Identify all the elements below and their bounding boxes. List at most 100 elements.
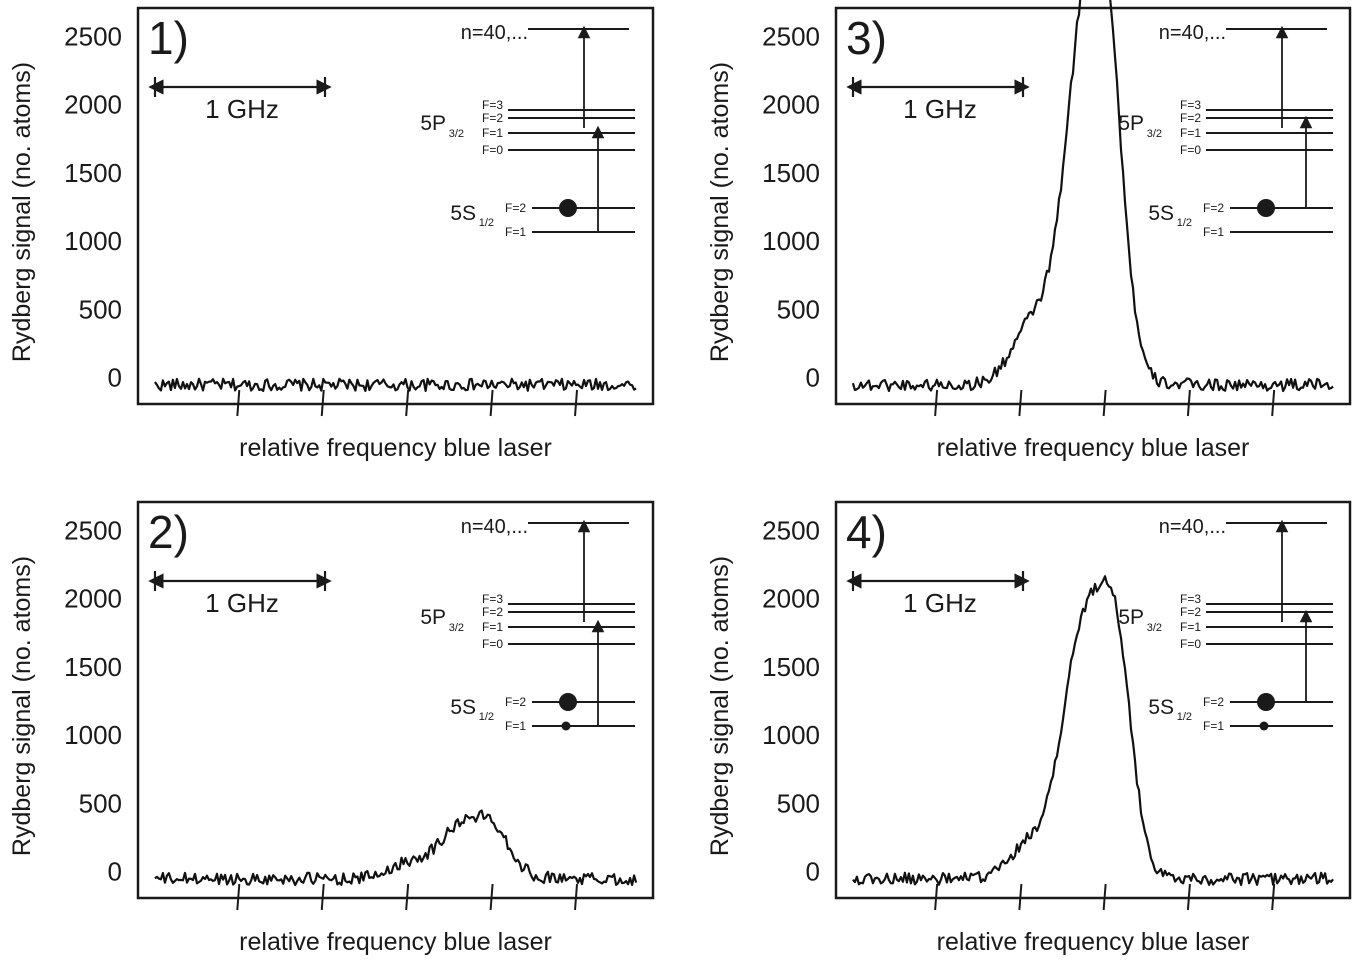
x-tick	[934, 883, 939, 911]
y-tick-label: 500	[777, 788, 820, 818]
plot-frame	[834, 6, 1352, 406]
y-tick-label: 0	[108, 857, 122, 887]
level-5p-f-label: F=1	[1180, 126, 1201, 140]
level-5s-f-label: F=1	[1203, 225, 1224, 239]
signal-trace	[851, 0, 1334, 393]
y-tick-label: 2000	[64, 90, 122, 120]
level-5p-f-label: F=3	[1180, 98, 1201, 112]
x-tick	[236, 389, 241, 417]
y-tick-label: 2500	[64, 515, 122, 545]
panel-label: 1)	[148, 12, 189, 64]
state-5s-label: 5S	[450, 202, 476, 225]
signal-trace	[852, 575, 1334, 887]
state-5p-sub: 3/2	[1147, 128, 1162, 140]
level-rydberg-label: n=40,...	[1159, 516, 1226, 538]
state-5s-sub: 1/2	[479, 711, 494, 723]
x-tick	[1271, 883, 1276, 911]
y-axis-label: Rydberg signal (no. atoms)	[706, 62, 734, 362]
panel-label: 4)	[846, 506, 887, 558]
panel-3: 0 500 1000 1500 2000 2500 Rydberg signal (no. …	[8, 500, 655, 956]
state-5s-label: 5S	[1148, 696, 1174, 719]
state-5p-label: 5P	[1118, 112, 1144, 135]
y-tick-label: 1500	[762, 652, 820, 682]
population-f2-dot	[1257, 199, 1275, 217]
level-5p-f-label: F=0	[1180, 637, 1201, 651]
state-5s-sub: 1/2	[1177, 217, 1192, 229]
population-f2-dot	[1257, 693, 1275, 711]
x-tick	[574, 389, 579, 417]
state-5p-sub: 3/2	[449, 128, 464, 140]
level-5p-f-label: F=3	[1180, 592, 1201, 606]
plot-frame	[136, 6, 655, 406]
state-5s-label: 5S	[1148, 202, 1174, 225]
level-rydberg-label: n=40,...	[461, 22, 528, 44]
y-tick-label: 0	[806, 363, 820, 393]
level-5s-f-label: F=2	[505, 201, 526, 215]
panel-label: 3)	[846, 12, 887, 64]
y-tick-label: 1000	[762, 226, 820, 256]
signal-trace	[154, 809, 638, 887]
state-5p-label: 5P	[420, 606, 446, 629]
x-tick	[405, 389, 410, 417]
x-tick	[1018, 883, 1023, 911]
x-tick	[1102, 389, 1107, 417]
x-tick	[320, 389, 325, 417]
scale-bar-label: 1 GHz	[903, 588, 977, 618]
x-axis-label: relative frequency blue laser	[937, 928, 1250, 956]
x-tick	[489, 389, 494, 417]
y-axis-label: Rydberg signal (no. atoms)	[8, 556, 36, 856]
y-axis-label: Rydberg signal (no. atoms)	[706, 556, 734, 856]
x-tick	[1018, 389, 1023, 417]
panel-4: 0 500 1000 1500 2000 2500 Rydberg signal (no. …	[706, 500, 1352, 956]
level-rydberg-label: n=40,...	[461, 516, 528, 538]
panel-label: 2)	[148, 506, 189, 558]
y-tick-label: 1000	[64, 226, 122, 256]
x-axis-label: relative frequency blue laser	[239, 928, 552, 956]
state-5s-sub: 1/2	[479, 217, 494, 229]
x-tick	[236, 883, 241, 911]
level-5p-f-label: F=1	[482, 620, 503, 634]
level-5p-f-label: F=1	[1180, 620, 1201, 634]
population-f1-dot	[1259, 721, 1269, 731]
level-5s-f-label: F=2	[505, 695, 526, 709]
y-tick-label: 1500	[64, 158, 122, 188]
population-f2-dot	[559, 199, 577, 217]
plot-frame	[834, 500, 1352, 900]
level-5p-f-label: F=2	[482, 605, 503, 619]
scale-bar-label: 1 GHz	[205, 94, 279, 124]
plot-frame	[136, 500, 655, 900]
population-f2-dot	[559, 693, 577, 711]
level-5p-f-label: F=3	[482, 592, 503, 606]
x-tick	[489, 883, 494, 911]
population-f1-dot	[561, 721, 571, 731]
level-5s-f-label: F=2	[1203, 201, 1224, 215]
y-tick-label: 500	[79, 294, 122, 324]
level-5p-f-label: F=3	[482, 98, 503, 112]
y-tick-label: 2500	[762, 515, 820, 545]
x-tick	[320, 883, 325, 911]
level-5p-f-label: F=0	[1180, 143, 1201, 157]
state-5p-sub: 3/2	[449, 622, 464, 634]
level-5p-f-label: F=0	[482, 143, 503, 157]
x-tick	[1186, 883, 1191, 911]
level-5p-f-label: F=2	[1180, 111, 1201, 125]
level-5p-f-label: F=2	[1180, 605, 1201, 619]
level-5s-f-label: F=1	[505, 719, 526, 733]
level-rydberg-label: n=40,...	[1159, 22, 1226, 44]
state-5s-sub: 1/2	[1177, 711, 1192, 723]
y-tick-label: 2000	[762, 90, 820, 120]
y-tick-label: 2500	[762, 21, 820, 51]
level-5s-f-label: F=1	[1203, 719, 1224, 733]
x-axis-label: relative frequency blue laser	[239, 434, 552, 462]
state-5p-label: 5P	[1118, 606, 1144, 629]
y-tick-label: 0	[806, 857, 820, 887]
y-tick-label: 500	[777, 294, 820, 324]
x-tick	[405, 883, 410, 911]
x-tick	[934, 389, 939, 417]
scale-bar-label: 1 GHz	[903, 94, 977, 124]
state-5s-label: 5S	[450, 696, 476, 719]
y-tick-label: 1000	[64, 720, 122, 750]
y-tick-label: 2000	[762, 584, 820, 614]
level-5s-f-label: F=2	[1203, 695, 1224, 709]
